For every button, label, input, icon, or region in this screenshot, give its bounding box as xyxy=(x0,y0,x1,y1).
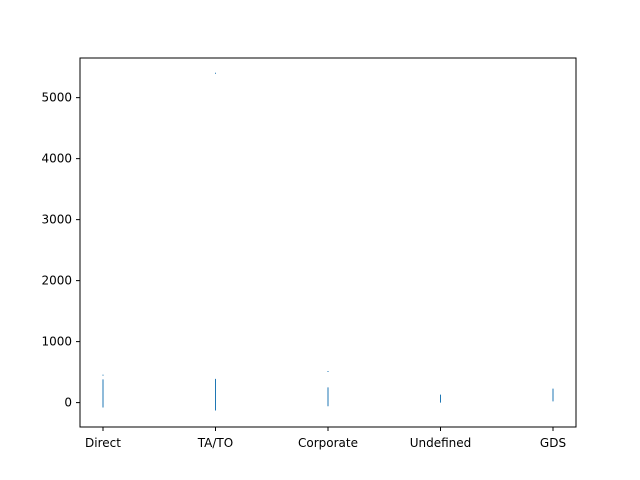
data-point-outlier xyxy=(215,72,216,74)
data-point-outlier xyxy=(102,374,104,376)
y-tick-label: 2000 xyxy=(41,274,72,288)
y-tick-label: 0 xyxy=(64,396,72,410)
x-axis: Direct TA/TO Corporate Undefined GDS xyxy=(85,427,566,450)
x-tick-label: Direct xyxy=(85,436,121,450)
y-tick-label: 1000 xyxy=(41,335,72,349)
y-axis: 0 1000 2000 3000 4000 5000 xyxy=(41,91,80,410)
data-point-outlier xyxy=(327,370,329,372)
y-tick-label: 3000 xyxy=(41,213,72,227)
x-tick-label: TA/TO xyxy=(197,436,233,450)
plot-frame xyxy=(79,57,577,428)
y-tick-label: 5000 xyxy=(41,91,72,105)
x-tick-label: GDS xyxy=(540,436,566,450)
y-tick-label: 4000 xyxy=(41,152,72,166)
x-tick-label: Corporate xyxy=(298,436,358,450)
data-marks xyxy=(102,72,554,411)
x-tick-label: Undefined xyxy=(410,436,472,450)
